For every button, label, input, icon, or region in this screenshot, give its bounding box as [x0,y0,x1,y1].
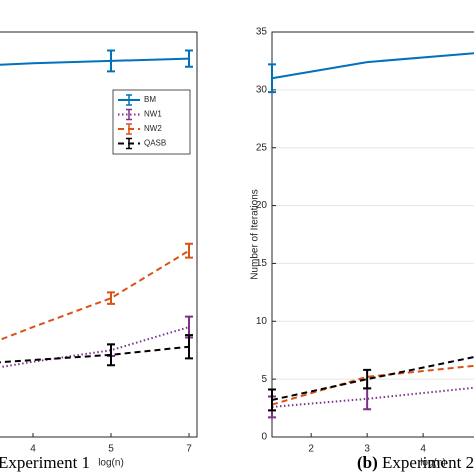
x-axis-label: log(n) [98,458,124,469]
caption-label: (b) [357,453,378,472]
x-tick-label: 4 [30,444,36,455]
axes-box [0,31,198,438]
error-bar [185,334,193,360]
series-line [0,345,190,364]
y-tick-label: 0 [261,432,267,443]
series-line [0,249,190,341]
y-axis-label: Number of Iterations [250,189,261,280]
x-tick-label: 5 [108,444,114,455]
axes-box [271,31,474,438]
error-bar [363,368,372,390]
series-line [271,364,474,406]
y-tick-label: 10 [256,316,268,327]
error-bar [185,242,193,259]
error-bar [268,63,276,94]
chart: 0 5 10 15 20 25 30 35 2 3 4 log(n) Number of Iterati… [250,27,474,472]
x-tick-label: 3 [364,444,370,455]
legend-errorbar [126,108,132,121]
y-tick-label: 25 [256,142,268,153]
legend-label: BM [144,95,156,104]
error-bar [107,291,115,305]
legend-label: QASB [144,139,166,148]
x-axis-label: log(n) [420,458,446,469]
caption: (b) Experiment 2 [357,453,474,472]
error-bar [107,49,115,73]
y-tick-label: 20 [256,200,268,211]
legend-errorbar [126,94,132,106]
error-bar [185,49,193,68]
series-line [271,356,474,401]
series-line [0,326,190,369]
legend-label: NW1 [144,110,162,119]
series-line [271,52,474,80]
legend-errorbar [126,137,132,150]
error-bar [107,343,115,367]
caption: Experiment 1 [0,453,90,472]
y-tick-label: 35 [256,27,268,38]
legend-errorbar [126,123,132,135]
series-line [0,57,190,66]
x-tick-label: 2 [308,444,314,455]
x-tick-label: 7 [186,444,192,455]
caption-text: Experiment 1 [0,453,90,472]
y-tick-label: 5 [261,374,267,385]
legend-label: NW2 [144,124,162,133]
chart: 4 5 7 log(n) Experiment 1 BM NW1 NW2 QASB [0,31,198,472]
x-tick-label: 4 [420,444,426,455]
y-tick-label: 15 [256,258,268,269]
error-bar [268,388,276,412]
y-tick-label: 30 [256,84,268,95]
caption-text: Experiment 2 [382,453,474,472]
